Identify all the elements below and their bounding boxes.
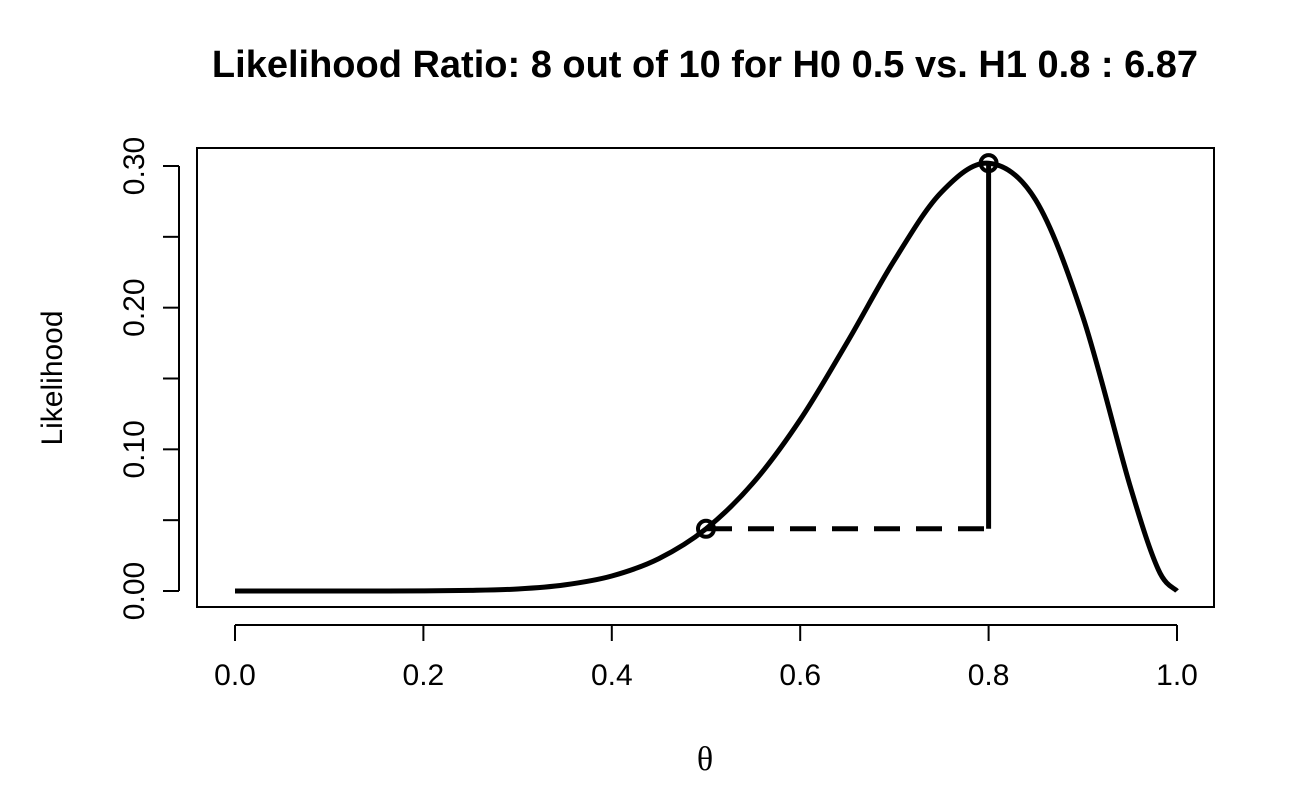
plot-marks bbox=[235, 153, 1179, 594]
x-tick-label: 0.0 bbox=[214, 659, 256, 692]
x-tick-label: 0.8 bbox=[968, 659, 1010, 692]
y-axis-label: Likelihood bbox=[36, 310, 69, 445]
h1-point bbox=[978, 153, 999, 174]
y-tick-label: 0.20 bbox=[118, 278, 151, 336]
x-axis: 0.0 0.2 0.4 0.6 0.8 1.0 bbox=[214, 624, 1198, 692]
y-tick-label: 0.00 bbox=[118, 562, 151, 620]
chart-title: Likelihood Ratio: 8 out of 10 for H0 0.5… bbox=[212, 44, 1198, 86]
x-tick-label: 0.4 bbox=[591, 659, 633, 692]
x-tick-label: 0.2 bbox=[403, 659, 445, 692]
y-tick-label: 0.30 bbox=[118, 137, 151, 195]
h0-point bbox=[696, 518, 716, 539]
y-axis: 0.00 0.10 0.20 0.30 bbox=[118, 137, 180, 620]
likelihood-curve bbox=[235, 160, 1179, 594]
plot-frame bbox=[196, 147, 1215, 608]
y-tick-label: 0.10 bbox=[118, 420, 151, 478]
x-tick-label: 0.6 bbox=[779, 659, 821, 692]
x-tick-label: 1.0 bbox=[1156, 659, 1198, 692]
x-axis-label: θ bbox=[697, 741, 713, 778]
